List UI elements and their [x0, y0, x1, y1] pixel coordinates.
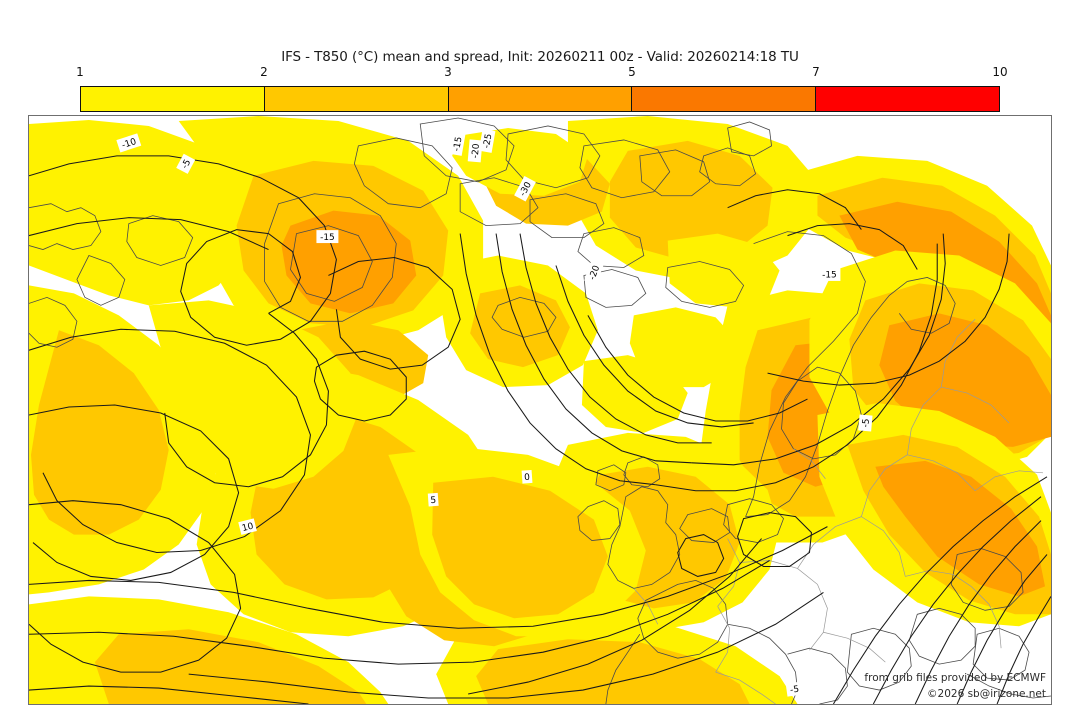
contour-label: -5	[176, 153, 196, 174]
svg-text:-20: -20	[588, 264, 603, 281]
svg-text:5: 5	[430, 496, 436, 506]
copyright-credit: ©2026 sb@irizone.net	[927, 688, 1046, 700]
spread-shading	[29, 116, 1051, 704]
contour-label: -5	[858, 414, 873, 432]
svg-text:0: 0	[524, 473, 531, 483]
contour-label: -15	[316, 230, 339, 244]
contour-label: 0	[521, 469, 533, 484]
svg-text:-10: -10	[121, 137, 138, 151]
svg-text:-15: -15	[822, 271, 837, 281]
svg-text:10: 10	[241, 521, 255, 534]
svg-text:-5: -5	[790, 685, 800, 696]
map-frame[interactable]: -10 -5 -15 -15 -20 -25 -30 -20 -15 -5 0 5 10 -5	[28, 115, 1052, 705]
colorbar: 1 2 3 5 7 10	[76, 65, 1008, 112]
colorbar-tick-10: 10	[992, 65, 1008, 79]
colorbar-tick-2: 2	[260, 65, 268, 79]
colorbar-band-1-2	[81, 87, 265, 111]
page-title: IFS - T850 (°C) mean and spread, Init: 2…	[281, 49, 799, 65]
contour-label: -25	[478, 128, 496, 153]
colorbar-tick-1: 1	[76, 65, 84, 79]
svg-text:-5: -5	[861, 418, 872, 428]
svg-text:-15: -15	[452, 136, 464, 152]
contour-label: -20	[467, 139, 483, 163]
mean-contours	[29, 155, 1051, 704]
country-borders	[633, 319, 1044, 704]
colorbar-band-2-3	[264, 87, 449, 111]
svg-text:-20: -20	[471, 143, 482, 159]
svg-text:-15: -15	[320, 233, 335, 243]
colorbar-tick-5: 5	[628, 65, 636, 79]
contour-label: -15	[818, 267, 841, 281]
colorbar-bands	[80, 86, 1000, 112]
colorbar-band-7-10	[816, 87, 999, 111]
contour-label: -10	[116, 133, 142, 153]
contour-label: -5	[785, 681, 804, 697]
svg-text:-25: -25	[482, 133, 494, 149]
contour-label: -20	[584, 259, 604, 285]
colorbar-ticks: 1 2 3 5 7 10	[76, 65, 1007, 83]
contour-label: -15	[448, 131, 466, 156]
coastlines	[29, 117, 1051, 704]
colorbar-band-3-5	[448, 87, 633, 111]
contour-label: 5	[427, 492, 439, 507]
colorbar-band-5-7	[632, 87, 817, 111]
contour-label: 10	[238, 518, 257, 535]
svg-text:-5: -5	[180, 158, 193, 171]
colorbar-tick-3: 3	[444, 65, 452, 79]
colorbar-tick-7: 7	[812, 65, 820, 79]
data-source-credit: from grib files provided by ECMWF	[864, 672, 1046, 684]
